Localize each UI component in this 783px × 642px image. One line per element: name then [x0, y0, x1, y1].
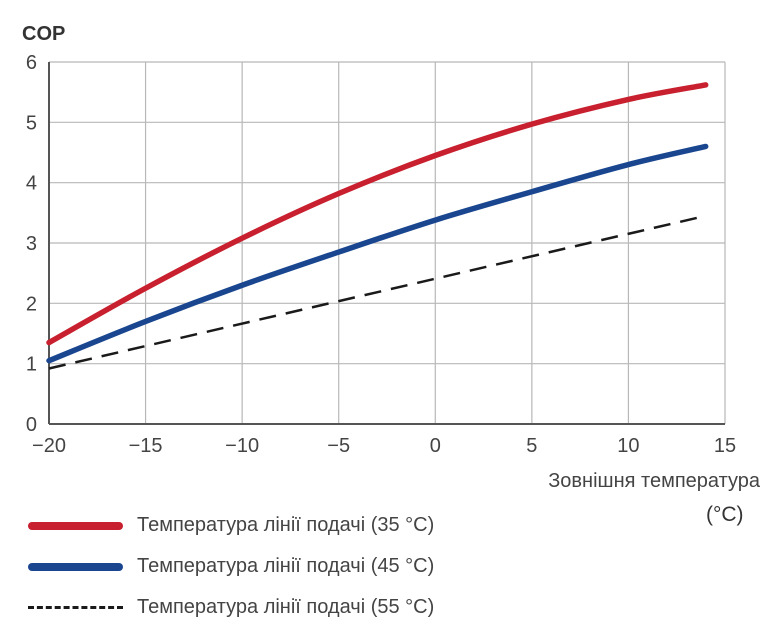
x-tick-label: −5 — [327, 435, 350, 457]
series-line-55 — [48, 214, 706, 370]
x-tick-label: 10 — [617, 435, 639, 457]
y-tick-label: 0 — [26, 414, 37, 436]
y-tick-label: 6 — [26, 52, 37, 74]
series-line-35 — [46, 82, 709, 346]
y-tick-label: 4 — [26, 173, 37, 195]
chart-series — [46, 82, 709, 370]
y-tick-label: 1 — [26, 354, 37, 376]
y-tick-label: 5 — [26, 112, 37, 134]
y-axis-label: COP — [22, 23, 65, 45]
legend-swatch-45 — [28, 562, 123, 571]
x-axis-label: Зовнішня температура — [548, 470, 761, 492]
legend-label-45: Температура лінії подачі (45 °C) — [137, 555, 435, 577]
legend-swatch-55 — [28, 606, 123, 609]
legend-item-45: Температура лінії подачі (45 °C) — [28, 546, 434, 587]
chart-legend: Температура лінії подачі (35 °C) Темпера… — [28, 505, 434, 628]
y-tick-label: 3 — [26, 233, 37, 255]
x-tick-label: −15 — [129, 435, 163, 457]
legend-label-55: Температура лінії подачі (55 °C) — [137, 596, 435, 618]
y-tick-label: 2 — [26, 293, 37, 315]
chart-grid — [48, 61, 726, 425]
x-tick-label: 5 — [526, 435, 537, 457]
x-tick-label: −20 — [32, 435, 66, 457]
x-tick-label: 15 — [714, 435, 736, 457]
series-line-45 — [46, 143, 709, 364]
cop-chart: −20 −15 −10 −5 0 5 10 15 0 1 2 3 4 5 6 COP Зовнішня те… — [22, 23, 761, 492]
x-axis-unit: (°C) — [706, 503, 744, 526]
legend-item-55: Температура лінії подачі (55 °C) — [28, 587, 434, 628]
x-tick-label: 0 — [430, 435, 441, 457]
legend-swatch-35 — [28, 521, 123, 530]
x-tick-label: −10 — [225, 435, 259, 457]
legend-item-35: Температура лінії подачі (35 °C) — [28, 505, 434, 546]
chart-ticks: −20 −15 −10 −5 0 5 10 15 0 1 2 3 4 5 6 — [26, 52, 736, 457]
legend-label-35: Температура лінії подачі (35 °C) — [137, 514, 435, 536]
